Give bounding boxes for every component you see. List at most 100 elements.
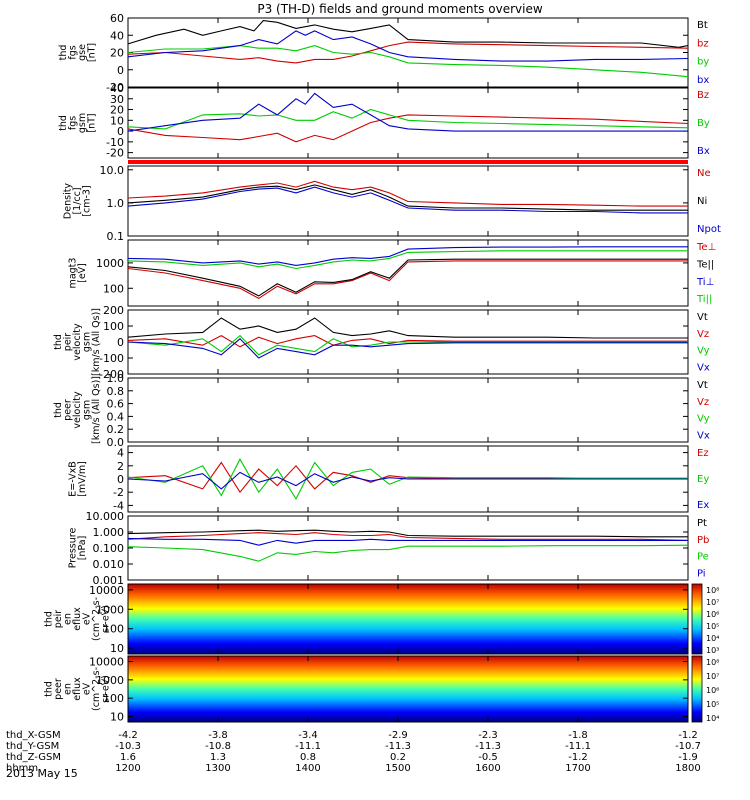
y-tick-label: 40 xyxy=(110,82,124,95)
y-tick-label: 30 xyxy=(110,93,124,106)
ephem-value: -4.2 xyxy=(118,730,138,741)
y-tick-label: 0.2 xyxy=(107,423,125,436)
y-axis-label-line: [nT] xyxy=(86,43,97,62)
colorbar-peir-spectrogram xyxy=(691,583,703,655)
y-tick-label: -20 xyxy=(106,81,124,94)
ephem-row-label: thd_Y-GSM xyxy=(6,741,59,752)
series-peir-velocity-Vy xyxy=(127,334,688,356)
ephem-value: 0.8 xyxy=(300,752,316,763)
y-tick-label: 0.1 xyxy=(107,230,125,243)
legend-peer-velocity-Vt: Vt xyxy=(697,380,708,391)
colorbar-tick-label: 10⁸ xyxy=(706,658,719,667)
y-axis-label-efield: E=-VxB[mV/m] xyxy=(67,461,88,497)
series-temperature-Ti⊥ xyxy=(127,246,688,266)
y-axis-label-line: velocity xyxy=(72,323,83,361)
ephem-value: -10.8 xyxy=(205,741,231,752)
legend-fgs-gse-bz: bz xyxy=(697,38,709,49)
legend-density-Npot: Npot xyxy=(697,224,721,235)
y-tick-label: 100 xyxy=(103,320,124,333)
series-density-Ni xyxy=(127,184,688,211)
y-tick-label: -2 xyxy=(113,486,124,499)
y-tick-label: 0.8 xyxy=(107,385,125,398)
ephem-value: -0.5 xyxy=(478,752,498,763)
y-axis-label-line: sr-eV) xyxy=(101,675,112,703)
y-tick-label: 20 xyxy=(110,47,124,60)
y-axis-label-line: velocity xyxy=(72,391,83,429)
series-efield-Ey xyxy=(127,458,688,500)
legend-fgs-gsm-Bz: Bz xyxy=(697,90,709,101)
y-axis-label-line: thd xyxy=(58,45,69,61)
y-axis-label-line: thd xyxy=(44,611,55,627)
legend-pressure-Pt: Pt xyxy=(697,518,707,529)
y-tick-label: 200 xyxy=(103,304,124,317)
series-fgs-gse-by xyxy=(127,45,689,78)
legend-fgs-gsm-By: By xyxy=(697,118,710,129)
y-tick-label: 4 xyxy=(117,447,124,460)
y-tick-label: 10.0 xyxy=(100,164,125,177)
colorbar-tick-label: 10⁵ xyxy=(706,622,719,631)
y-tick-label: 0.6 xyxy=(107,398,125,411)
ephem-value: -10.7 xyxy=(675,741,701,752)
ephem-value: 1700 xyxy=(565,763,590,774)
series-peir-velocity-Vx xyxy=(127,338,688,359)
y-axis-label-line: peer xyxy=(63,399,74,421)
y-axis-label-line: gse xyxy=(77,44,88,61)
y-tick-label: 10000 xyxy=(89,656,124,669)
ephem-value: 1800 xyxy=(675,763,700,774)
y-axis-label-line: E=-VxB xyxy=(67,461,78,496)
panels-group: 6040200-20thdfgsgse[nT]Btbzbybx403020100… xyxy=(44,12,721,723)
series-pressure-Pt xyxy=(127,529,688,538)
y-tick-label: 0.001 xyxy=(93,574,125,587)
ephem-value: 1.3 xyxy=(210,752,226,763)
panel-frame xyxy=(127,17,689,88)
legend-pressure-Pb: Pb xyxy=(697,535,709,546)
y-tick-label: 10 xyxy=(110,114,124,127)
series-efield-Ez xyxy=(127,461,688,494)
colorbar-tick-label: 10⁶ xyxy=(706,686,719,695)
y-tick-label: -10 xyxy=(106,136,124,149)
ephem-value: 1400 xyxy=(295,763,320,774)
y-tick-label: -4 xyxy=(113,499,124,512)
ephemeris-table: thd_X-GSM -4.2 -3.8 -3.4 -2.9 -2.3 -1.8 -1.2 thd… xyxy=(6,730,701,774)
legend-peer-velocity-Vz: Vz xyxy=(697,397,709,408)
colorbar-tick-label: 10⁶ xyxy=(706,610,719,619)
panel-frame xyxy=(127,583,689,655)
y-tick-label: 1000 xyxy=(96,674,124,687)
y-tick-label: 1000 xyxy=(96,603,124,616)
legend-peir-velocity-Vy: Vy xyxy=(697,346,710,357)
y-tick-label: 0 xyxy=(117,125,124,138)
series-fgs-gse-bz xyxy=(127,41,689,64)
colorbar-tick-label: 10⁷ xyxy=(706,672,719,681)
y-axis-label-temperature: magt3[eV] xyxy=(67,258,88,289)
panel-frame xyxy=(127,87,689,159)
legend-efield-Ey: Ey xyxy=(697,474,709,485)
series-density-Npot xyxy=(127,186,688,214)
legend-temperature-Te||: Te|| xyxy=(696,259,714,270)
y-axis-label-line: gsm xyxy=(82,332,93,352)
y-axis-label-line: thd xyxy=(44,681,55,697)
y-tick-label: 10 xyxy=(110,642,124,655)
ephem-value: 0.2 xyxy=(390,752,406,763)
legend-peir-velocity-Vt: Vt xyxy=(697,312,708,323)
y-tick-label: 10.000 xyxy=(86,510,125,523)
legend-peer-velocity-Vx: Vx xyxy=(697,430,710,441)
legend-temperature-Ti⊥: Ti⊥ xyxy=(696,277,714,288)
y-axis-label-line: Density xyxy=(63,183,74,219)
y-axis-label-line: thd xyxy=(53,334,64,350)
series-fgs-gsm-Bx xyxy=(127,92,688,132)
panel-peer-spectrogram: 10⁸10⁷10⁶10⁵10⁴10000100010010thdpeerenef… xyxy=(44,655,719,723)
series-pressure-Pe xyxy=(127,544,689,562)
legend-temperature-Ti||: Ti|| xyxy=(696,294,712,305)
legend-fgs-gse-Bt: Bt xyxy=(697,20,708,31)
y-axis-label-line: eV xyxy=(82,612,93,625)
spectrogram-peir-spectrogram xyxy=(128,584,688,654)
panel-temperature: 1000 100 magt3[eV] Te⊥ Te|| Ti⊥ Ti|| xyxy=(67,239,716,307)
ephem-value: 1600 xyxy=(475,763,500,774)
legend-temperature-Te⊥: Te⊥ xyxy=(696,242,716,253)
y-axis-label-line: (cm^2-s- xyxy=(91,667,102,711)
panel-frame xyxy=(127,165,689,237)
